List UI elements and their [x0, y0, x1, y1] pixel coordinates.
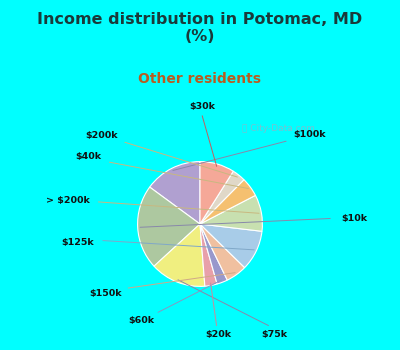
Text: $20k: $20k [205, 330, 231, 339]
Text: Other residents: Other residents [138, 72, 262, 86]
Wedge shape [200, 180, 256, 224]
Wedge shape [138, 187, 200, 266]
Text: ⓘ City-Data.com: ⓘ City-Data.com [242, 124, 314, 133]
Text: $40k: $40k [76, 152, 102, 161]
Wedge shape [200, 171, 244, 224]
Text: $75k: $75k [261, 330, 288, 339]
Wedge shape [200, 195, 262, 231]
Wedge shape [200, 224, 227, 284]
Text: > $200k: > $200k [46, 196, 90, 204]
Wedge shape [200, 224, 245, 280]
Text: Income distribution in Potomac, MD
(%): Income distribution in Potomac, MD (%) [37, 12, 363, 44]
Text: $60k: $60k [128, 315, 154, 324]
Text: $200k: $200k [86, 131, 118, 140]
Wedge shape [200, 224, 217, 286]
Wedge shape [200, 224, 262, 268]
Wedge shape [150, 162, 200, 224]
Text: $125k: $125k [62, 238, 94, 246]
Text: $150k: $150k [89, 289, 122, 298]
Wedge shape [200, 162, 233, 224]
Text: $30k: $30k [190, 102, 215, 111]
Wedge shape [154, 224, 205, 286]
Text: $100k: $100k [294, 130, 326, 139]
Text: $10k: $10k [342, 214, 368, 223]
